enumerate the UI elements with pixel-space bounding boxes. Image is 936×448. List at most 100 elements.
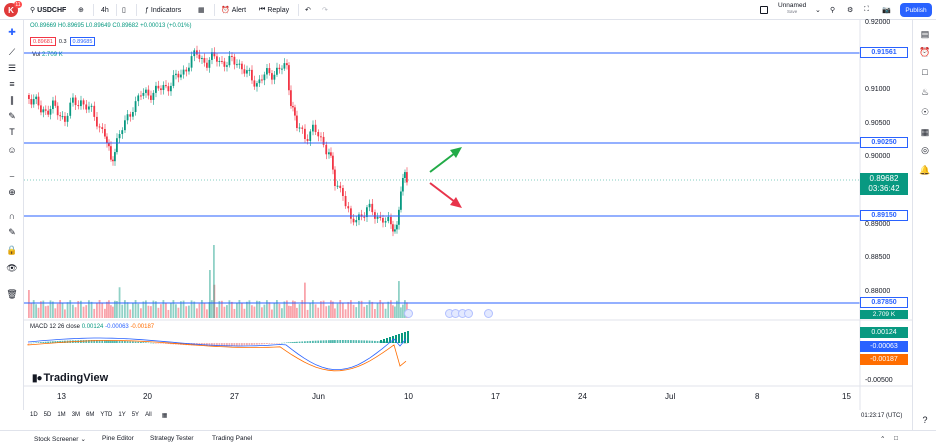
timeframe-button[interactable]: YTD	[100, 412, 113, 418]
volume-bar	[317, 307, 320, 318]
symbol-search-button[interactable]: ⚲ USDCHF	[30, 4, 66, 16]
alert-button[interactable]: ⏰ Alert	[221, 6, 247, 15]
candle-body	[96, 116, 98, 127]
pattern-tool-icon[interactable]: ∥	[9, 94, 15, 105]
alerts-clock-icon[interactable]: ⏰	[919, 46, 931, 57]
bottom-panel-bar: Stock Screener ⌄ Pine Editor Strategy Tes…	[0, 430, 936, 448]
volume-bar	[392, 305, 394, 318]
chat-icon[interactable]: □	[922, 67, 928, 77]
volume-bar	[172, 300, 175, 318]
macd-histogram-bar	[371, 340, 374, 343]
volume-bar	[35, 304, 37, 318]
calendar-icon[interactable]: ▦	[920, 126, 930, 137]
zoom-in-icon[interactable]: ⊕	[8, 186, 16, 197]
undo-button[interactable]: ↶	[305, 4, 311, 16]
volume-bar	[126, 302, 129, 318]
settings-button[interactable]: ⚙	[847, 4, 853, 16]
volume-bar	[28, 290, 30, 318]
macd-histogram-bar	[93, 340, 96, 343]
hotlist-fire-icon[interactable]: ♨	[920, 86, 930, 97]
fib-tool-icon[interactable]: ≡	[9, 79, 15, 89]
magnet-icon[interactable]: ∩	[8, 211, 16, 221]
macd-histogram-bar	[223, 343, 226, 346]
indicators-button[interactable]: ƒ Indicators	[145, 6, 182, 14]
timeframe-button[interactable]: 5Y	[131, 412, 140, 418]
macd-histogram-bar	[261, 343, 263, 345]
strategy-tester-tab[interactable]: Strategy Tester	[150, 435, 194, 442]
volume-bar	[248, 300, 251, 318]
publish-button[interactable]: Publish	[900, 3, 932, 17]
replay-button[interactable]: ⏮ Replay	[259, 6, 290, 14]
layout-grid-button[interactable]	[760, 4, 768, 16]
trading-panel-tab[interactable]: Trading Panel	[212, 435, 253, 442]
collapse-panel-button[interactable]: ⌃	[880, 435, 885, 443]
redo-button[interactable]: ↷	[322, 4, 328, 16]
volume-bar	[286, 300, 288, 318]
emoji-icon[interactable]: ☺	[7, 145, 17, 155]
gear-icon: ⚙	[847, 7, 854, 14]
event-marker-icon[interactable]	[464, 309, 473, 318]
timeframe-button[interactable]: 6M	[86, 412, 95, 418]
candle-body	[42, 109, 45, 113]
buy-button[interactable]: 0.89685	[69, 37, 96, 46]
timeframe-button[interactable]: 5D	[43, 412, 52, 418]
timeframe-button[interactable]: 1D	[30, 412, 38, 418]
layout-dropdown-button[interactable]: ⌄	[815, 4, 821, 16]
candle-body	[332, 155, 334, 170]
volume-bar	[334, 308, 336, 318]
candle-body	[243, 69, 246, 74]
volume-bar	[110, 305, 112, 318]
candle-body	[288, 65, 290, 91]
pine-editor-tab[interactable]: Pine Editor	[102, 435, 134, 442]
volume-bar	[64, 309, 66, 318]
ruler-icon[interactable]: ⎯	[9, 170, 15, 181]
volume-bar	[328, 305, 330, 318]
lock-icon[interactable]: 🔒	[6, 244, 18, 255]
quick-search-button[interactable]: ⚲	[830, 4, 835, 16]
help-icon[interactable]: ?	[922, 415, 928, 425]
streams-icon[interactable]: ◎	[921, 144, 929, 155]
stock-screener-tab[interactable]: Stock Screener ⌄	[34, 435, 86, 444]
macd-line-tag: -0.00063	[860, 341, 908, 352]
event-marker-icon[interactable]	[404, 309, 413, 318]
visibility-icon[interactable]: 👁	[6, 262, 18, 273]
fullscreen-button[interactable]: ⛶	[864, 4, 869, 16]
candle-body	[90, 105, 93, 107]
lock-drawing-icon[interactable]: ✎	[8, 226, 16, 237]
timezone-clock[interactable]: 01:23:17 (UTC)	[861, 413, 903, 419]
alert-bell-icon[interactable]: 🔔	[919, 164, 931, 175]
event-marker-icon[interactable]	[484, 309, 493, 318]
sell-button[interactable]: 0.89681	[30, 37, 56, 46]
crosshair-icon[interactable]: ✚	[8, 26, 16, 37]
macd-histogram-bar	[96, 340, 98, 343]
chart-type-button[interactable]: ▯	[122, 4, 126, 16]
macd-histogram-bar	[238, 343, 241, 346]
candle-body	[206, 62, 208, 68]
timeframe-button[interactable]: All	[145, 412, 152, 418]
interval-button[interactable]: 4h	[101, 6, 109, 14]
macd-histogram-bar	[182, 343, 185, 345]
macd-histogram-bar	[386, 338, 388, 343]
volume-bar	[98, 300, 101, 318]
date-range-icon[interactable]: ▦	[161, 413, 168, 419]
snapshot-button[interactable]: 📷	[882, 4, 891, 16]
candle-body	[360, 214, 363, 217]
timeframe-button[interactable]: 1Y	[118, 412, 126, 418]
trend-line-icon[interactable]: ⟋	[8, 46, 16, 57]
ideas-bulb-icon[interactable]: ☉	[920, 106, 930, 117]
templates-button[interactable]: ▦	[198, 4, 205, 16]
candle-body	[382, 218, 384, 223]
timeframe-button[interactable]: 1M	[57, 412, 66, 418]
candle-body	[398, 209, 400, 225]
text-tool-icon[interactable]: T	[9, 127, 15, 137]
maximize-panel-button[interactable]: □	[894, 435, 898, 442]
compare-symbol-button[interactable]: ⊕	[78, 4, 84, 16]
brush-icon[interactable]: ✎	[8, 110, 16, 121]
layout-name-button[interactable]: Unnamed Save	[778, 2, 807, 14]
timeframe-button[interactable]: 3M	[71, 412, 81, 418]
trash-icon[interactable]: 🗑	[6, 288, 18, 299]
volume-bar	[80, 300, 82, 318]
watchlist-icon[interactable]: ▤	[920, 28, 930, 39]
horizontal-lines-icon[interactable]: ☰	[7, 62, 17, 73]
